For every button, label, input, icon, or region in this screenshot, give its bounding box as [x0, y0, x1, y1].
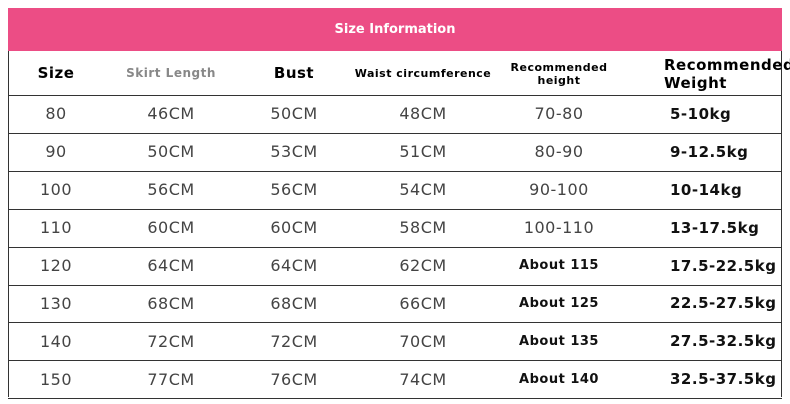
- table-cell: 48CM: [399, 104, 447, 124]
- column-header: Skirt Length: [126, 66, 216, 80]
- table-frame: [8, 51, 782, 397]
- row-divider: [8, 132, 782, 134]
- table-cell: About 135: [519, 333, 599, 349]
- table-cell: 56CM: [270, 180, 318, 200]
- table-cell: About 125: [519, 295, 599, 311]
- table-cell: 100-110: [523, 218, 595, 238]
- table-cell: 17.5-22.5kg: [670, 256, 777, 275]
- table-cell: 13-17.5kg: [670, 218, 760, 237]
- table-cell: 68CM: [147, 293, 195, 313]
- table-cell: 27.5-32.5kg: [670, 332, 777, 351]
- title: Size Information: [8, 8, 782, 51]
- table-cell: 32.5-37.5kg: [670, 370, 777, 389]
- column-header: Recommended height: [510, 60, 608, 87]
- table-cell: 60CM: [270, 218, 318, 238]
- table-cell: About 115: [519, 258, 599, 274]
- table-cell: 72CM: [147, 331, 195, 351]
- table-cell: 5-10kg: [670, 104, 732, 123]
- table-cell: About 140: [519, 371, 599, 387]
- table-cell: 120: [39, 256, 73, 276]
- row-divider: [8, 170, 782, 172]
- column-header: Bust: [273, 64, 315, 82]
- table-cell: 140: [39, 331, 73, 351]
- table-cell: 80: [45, 104, 67, 124]
- table-cell: 51CM: [399, 142, 447, 162]
- table-cell: 80-90: [534, 142, 584, 162]
- table-cell: 53CM: [270, 142, 318, 162]
- table-cell: 64CM: [147, 256, 195, 276]
- table-cell: 66CM: [399, 293, 447, 313]
- table-cell: 77CM: [147, 369, 195, 389]
- table-cell: 68CM: [270, 293, 318, 313]
- table-cell: 54CM: [399, 180, 447, 200]
- table-cell: 50CM: [270, 104, 318, 124]
- row-divider: [8, 360, 782, 362]
- row-divider: [8, 322, 782, 324]
- table-cell: 56CM: [147, 180, 195, 200]
- column-header: Recommended Weight: [664, 55, 790, 92]
- table-cell: 100: [39, 180, 73, 200]
- table-cell: 70CM: [399, 331, 447, 351]
- table-cell: 90: [45, 142, 67, 162]
- column-header: Size: [37, 64, 75, 82]
- row-divider: [8, 95, 782, 96]
- table-cell: 10-14kg: [670, 180, 743, 199]
- table-cell: 76CM: [270, 369, 318, 389]
- table-cell: 110: [39, 218, 73, 238]
- table-cell: 72CM: [270, 331, 318, 351]
- row-divider: [8, 246, 782, 248]
- row-divider: [8, 208, 782, 210]
- table-cell: 50CM: [147, 142, 195, 162]
- row-divider: [8, 398, 782, 400]
- table-cell: 70-80: [534, 104, 584, 124]
- table-cell: 150: [39, 369, 73, 389]
- column-header: Waist circumference: [354, 67, 492, 80]
- table-cell: 130: [39, 293, 73, 313]
- row-divider: [8, 284, 782, 286]
- table-cell: 22.5-27.5kg: [670, 294, 777, 313]
- table-cell: 58CM: [399, 218, 447, 238]
- table-cell: 62CM: [399, 256, 447, 276]
- table-cell: 74CM: [399, 369, 447, 389]
- table-cell: 64CM: [270, 256, 318, 276]
- table-cell: 46CM: [147, 104, 195, 124]
- table-cell: 60CM: [147, 218, 195, 238]
- table-cell: 9-12.5kg: [670, 142, 749, 161]
- table-cell: 90-100: [529, 180, 589, 200]
